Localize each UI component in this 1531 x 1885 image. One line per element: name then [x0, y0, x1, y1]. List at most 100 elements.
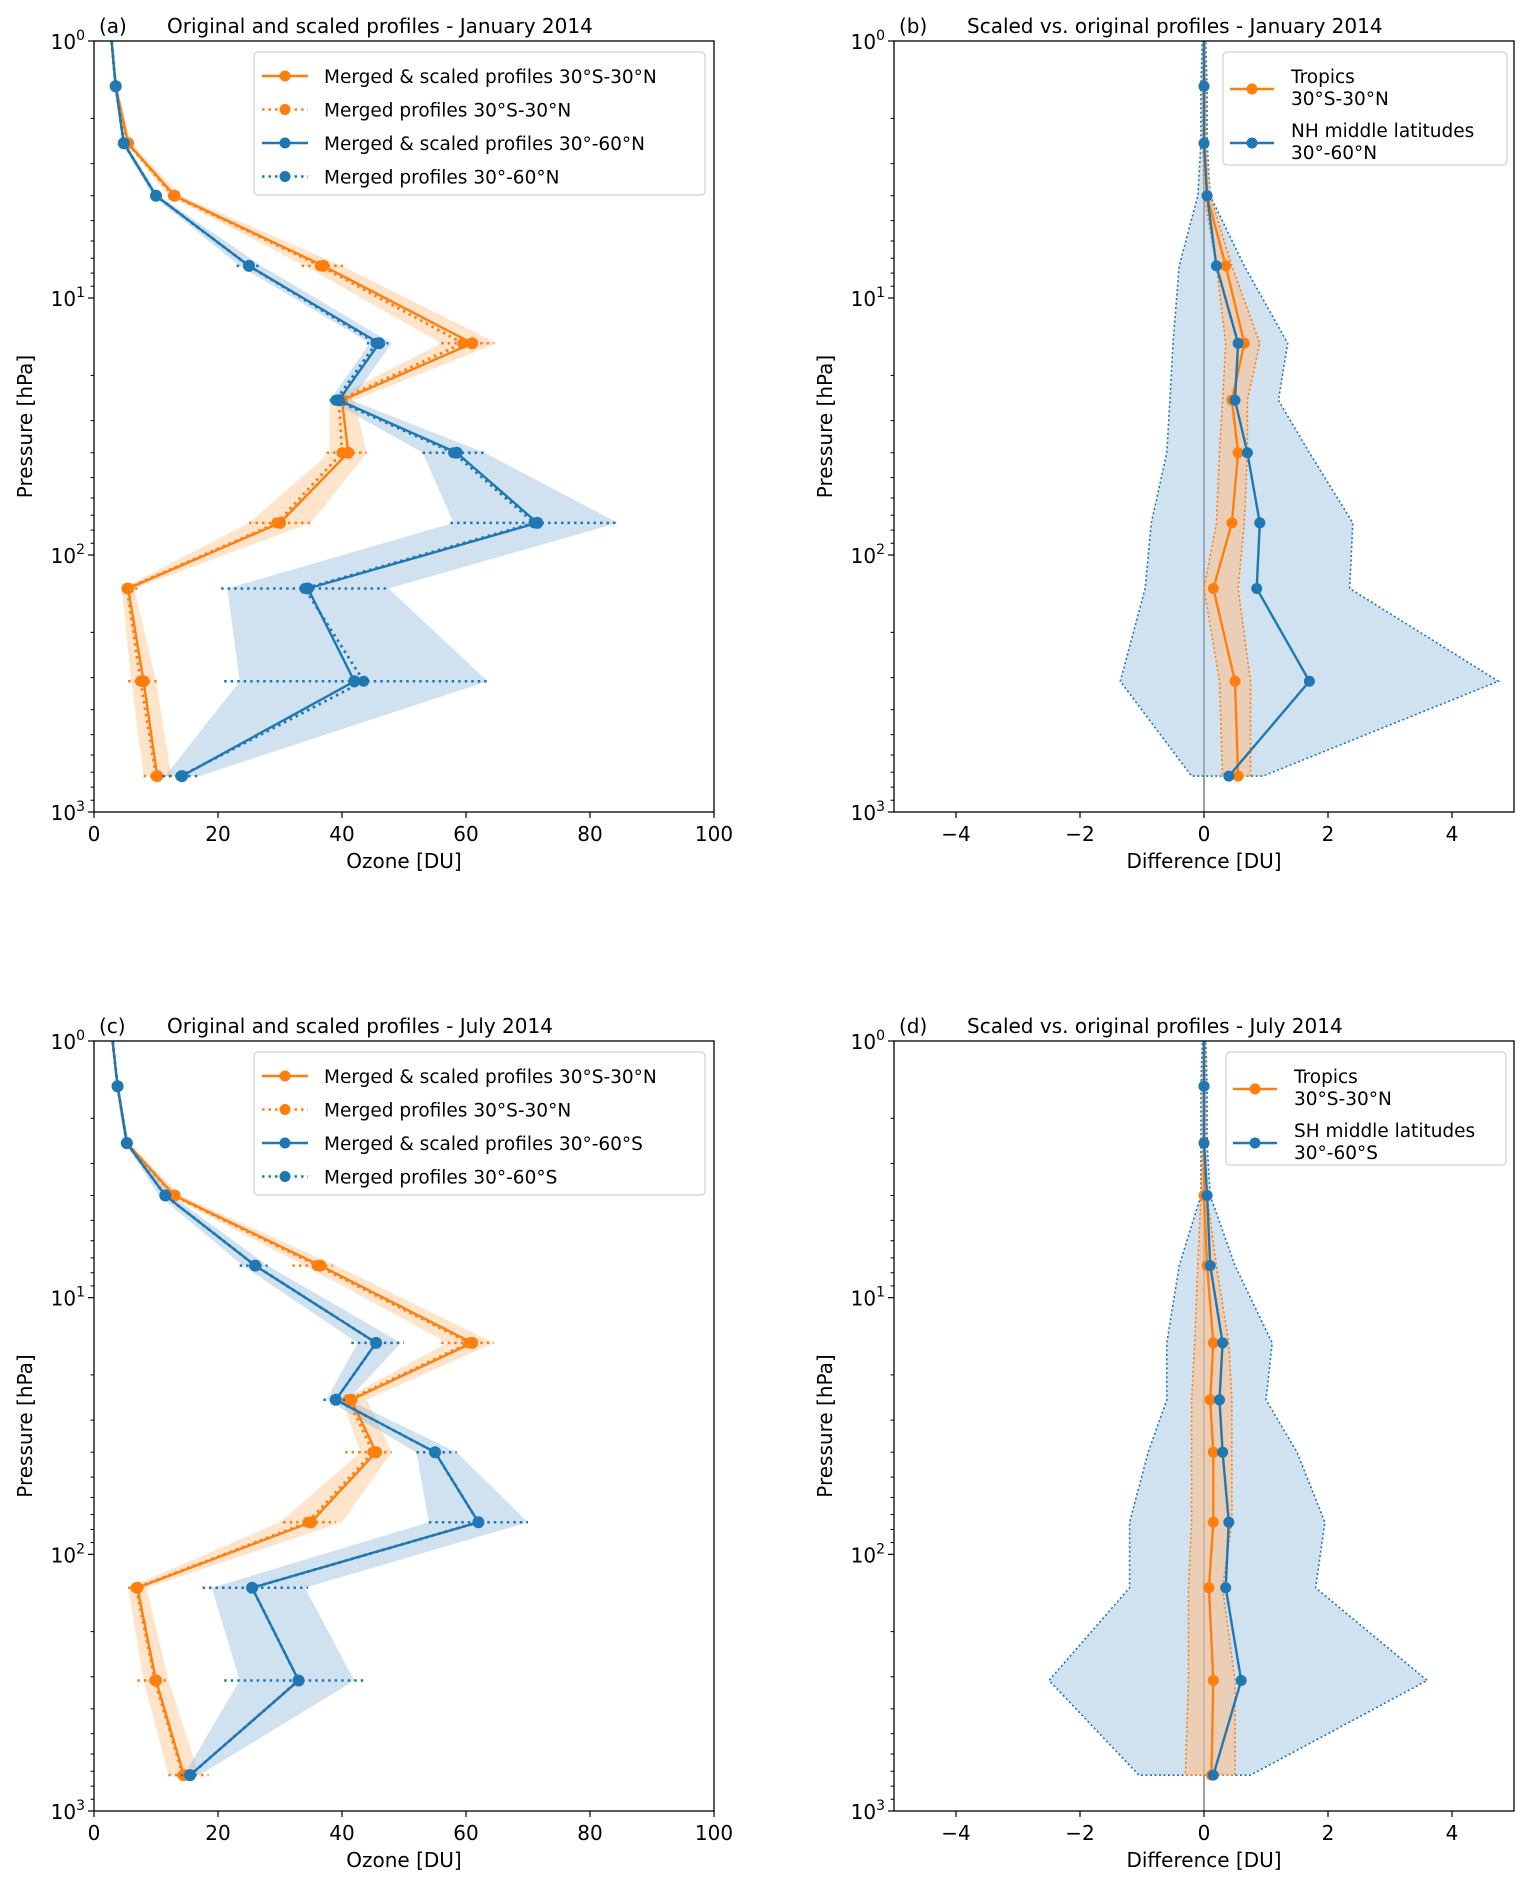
- data-point: [330, 1394, 342, 1406]
- legend-box: [253, 1051, 706, 1196]
- data-point: [271, 517, 283, 529]
- legend-swatch-marker: [1249, 1083, 1261, 1095]
- data-point: [367, 1446, 379, 1458]
- chart-title: Original and scaled profiles - July 2014: [167, 1014, 553, 1038]
- legend-label: SH middle latitudes: [1294, 1121, 1475, 1142]
- x-tick-label: 2: [1322, 822, 1335, 846]
- data-point: [330, 394, 342, 406]
- y-tick-label: 100: [51, 28, 85, 54]
- legend-swatch-marker: [279, 1137, 291, 1149]
- legend-label-sub: 30°-60°N: [1291, 143, 1377, 164]
- y-tick-label: 102: [51, 542, 85, 568]
- legend-swatch-marker: [279, 171, 291, 182]
- legend: Merged & scaled profiles 30°S-30°N Merged…: [253, 51, 706, 196]
- data-point: [1201, 190, 1213, 202]
- data-point: [463, 1337, 475, 1349]
- data-point: [472, 1516, 484, 1528]
- data-point: [1210, 260, 1222, 272]
- x-tick-label: 0: [88, 822, 101, 846]
- data-point: [1235, 1674, 1247, 1686]
- y-tick-label: 102: [851, 542, 885, 568]
- y-tick-label: 100: [51, 1028, 85, 1054]
- chart-title: Original and scaled profiles - January 2…: [167, 14, 593, 38]
- x-tick-label: 4: [1446, 1821, 1459, 1845]
- data-point: [175, 770, 187, 782]
- y-tick-label: 103: [51, 799, 85, 825]
- legend-label: Merged profiles 30°-60°S: [324, 1168, 557, 1189]
- data-point: [1207, 1446, 1219, 1458]
- data-point: [1198, 80, 1210, 92]
- legend-label-sub: 30°S-30°N: [1291, 89, 1389, 110]
- series-line-blue-original: [111, 1041, 480, 1777]
- x-tick-label: −4: [941, 822, 970, 846]
- y-tick-label: 102: [51, 1541, 85, 1567]
- plot-area: [1047, 1041, 1429, 1811]
- legend-label: Merged & scaled profiles 30°S-30°N: [324, 1067, 657, 1088]
- data-point: [1220, 260, 1232, 272]
- data-point: [118, 137, 130, 149]
- uncertainty-band-orange: [110, 41, 497, 777]
- x-tick-label: 40: [329, 1821, 354, 1845]
- legend-box: [1222, 51, 1508, 166]
- data-point: [249, 1260, 261, 1272]
- data-point: [1232, 447, 1244, 459]
- data-point: [1303, 675, 1315, 687]
- panel-label: (d): [899, 1014, 927, 1038]
- legend-label: Merged & scaled profiles 30°S-30°N: [324, 67, 657, 88]
- x-tick-label: 80: [577, 822, 602, 846]
- x-tick-label: 100: [695, 1821, 733, 1845]
- plot-area: [1119, 41, 1501, 812]
- data-point: [159, 1190, 171, 1202]
- y-tick-label: 100: [851, 1028, 885, 1054]
- legend-label: Tropics: [1290, 67, 1355, 88]
- data-point: [358, 675, 370, 687]
- data-point: [1223, 1516, 1235, 1528]
- plot-area: [111, 1041, 528, 1782]
- chart-title: Scaled vs. original profiles - July 2014: [967, 1014, 1343, 1038]
- data-point: [246, 1582, 258, 1594]
- data-point: [1226, 517, 1238, 529]
- legend-swatch-marker: [279, 137, 291, 149]
- data-point: [293, 1674, 305, 1686]
- data-point: [149, 1674, 161, 1686]
- data-point: [1198, 1137, 1210, 1149]
- x-tick-label: 80: [577, 1821, 602, 1845]
- data-point: [112, 1080, 124, 1092]
- data-point: [1217, 1446, 1229, 1458]
- data-point: [448, 447, 460, 459]
- legend-label: Merged & scaled profiles 30°-60°N: [324, 134, 645, 155]
- data-point: [342, 1394, 354, 1406]
- data-point: [1232, 337, 1244, 349]
- axes-frame: [93, 40, 715, 813]
- data-point: [370, 337, 382, 349]
- data-point: [130, 1582, 142, 1594]
- data-point: [1207, 1337, 1219, 1349]
- data-point: [1254, 517, 1266, 529]
- panel-label: (b): [899, 14, 927, 38]
- legend-label: Merged profiles 30°S-30°N: [324, 101, 571, 122]
- x-tick-label: 60: [453, 822, 478, 846]
- panel-b: −4 −2 0 2 4 100 101 102 103 Difference [DU] Pressu…: [813, 14, 1515, 873]
- x-tick-label: −2: [1065, 1821, 1094, 1845]
- x-tick-label: −2: [1065, 822, 1094, 846]
- x-axis-label: Ozone [DU]: [346, 1848, 461, 1872]
- y-axis-label: Pressure [hPa]: [13, 355, 37, 498]
- legend-label: NH middle latitudes: [1291, 121, 1474, 142]
- chart-title: Scaled vs. original profiles - January 2…: [967, 14, 1383, 38]
- y-tick-label: 101: [851, 285, 885, 311]
- y-tick-label: 103: [51, 1798, 85, 1824]
- legend-label: Merged profiles 30°S-30°N: [324, 1101, 571, 1122]
- uncertainty-band-blue: [1047, 1041, 1429, 1776]
- legend-label-sub: 30°-60°S: [1294, 1143, 1378, 1164]
- x-tick-label: 0: [1198, 822, 1211, 846]
- data-point: [1203, 1582, 1215, 1594]
- legend-swatch-marker: [279, 1104, 291, 1115]
- data-point: [528, 517, 540, 529]
- legend-label-sub: 30°S-30°N: [1294, 1089, 1392, 1110]
- panel-d: −4 −2 0 2 4 100 101 102 103 Difference [DU] Pressu…: [813, 1014, 1515, 1872]
- legend-swatch-marker: [1249, 1137, 1261, 1149]
- x-tick-label: 100: [695, 822, 733, 846]
- data-point: [150, 770, 162, 782]
- data-point: [1204, 1260, 1216, 1272]
